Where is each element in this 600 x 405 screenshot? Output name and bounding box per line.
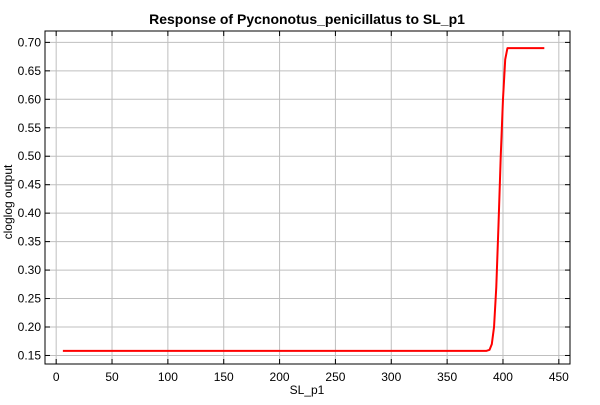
x-tick-label: 350 (437, 370, 457, 384)
y-tick-label: 0.50 (18, 149, 42, 163)
x-tick-label: 50 (105, 370, 119, 384)
y-tick-label: 0.55 (18, 121, 42, 135)
x-tick-label: 0 (53, 370, 60, 384)
y-tick-label: 0.40 (18, 206, 42, 220)
x-tick-label: 250 (325, 370, 345, 384)
x-tick-label: 300 (381, 370, 401, 384)
y-tick-label: 0.15 (18, 348, 42, 362)
x-tick-label: 150 (214, 370, 234, 384)
x-tick-label: 450 (549, 370, 569, 384)
y-tick-label: 0.30 (18, 263, 42, 277)
y-tick-label: 0.20 (18, 320, 42, 334)
chart-title: Response of Pycnonotus_penicillatus to S… (149, 11, 465, 27)
x-axis-label: SL_p1 (290, 383, 325, 397)
series-layer (62, 47, 545, 352)
y-tick-label: 0.65 (18, 64, 42, 78)
ticks: 0 50 100 150 200 250 300 350 400 450 0.15 0.20 0.25 0… (18, 31, 570, 384)
x-tick-label: 100 (158, 370, 178, 384)
x-tick-label: 400 (493, 370, 513, 384)
plot-frame (44, 30, 571, 365)
grid (45, 31, 570, 364)
y-tick-label: 0.45 (18, 178, 42, 192)
x-tick-label: 200 (270, 370, 290, 384)
series-line (62, 47, 545, 352)
y-tick-label: 0.60 (18, 92, 42, 106)
y-axis-label: cloglog output (1, 164, 15, 239)
y-tick-label: 0.70 (18, 35, 42, 49)
y-tick-label: 0.25 (18, 292, 42, 306)
y-tick-label: 0.35 (18, 235, 42, 249)
